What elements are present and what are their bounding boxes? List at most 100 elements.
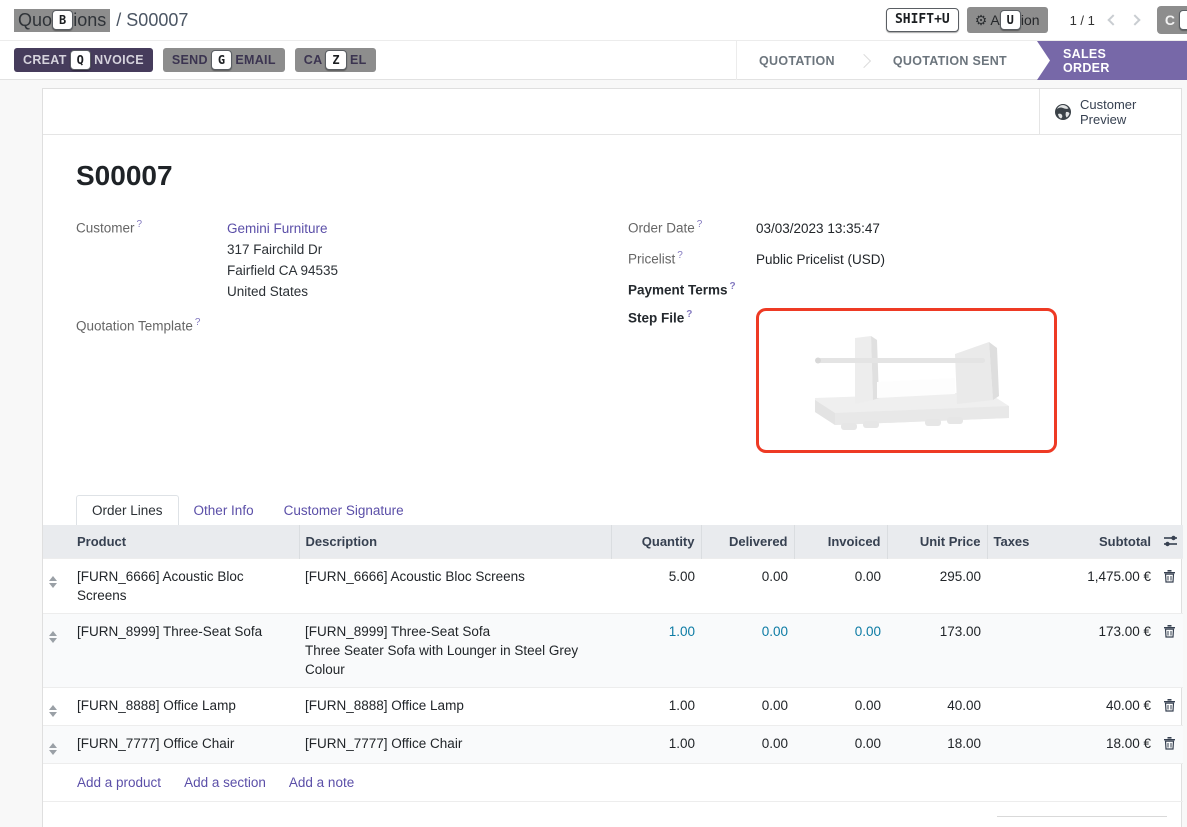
form-sheet: Customer Preview S00007 Customer? Gemini… [42,88,1183,827]
payment-terms-label-text: Payment Terms [628,282,728,298]
help-icon: ? [677,250,683,261]
table-header-row: Product Description Quantity Delivered I… [43,524,1183,558]
step-file-label-text: Step File [628,310,685,325]
shortcut-badge-corner [1179,10,1187,30]
header-handle [43,524,71,558]
customer-preview-button[interactable]: Customer Preview [1039,89,1181,135]
cell-unit-price[interactable]: 173.00 [887,612,987,687]
corner-button-label: C [1164,12,1175,28]
add-product-link[interactable]: Add a product [77,774,162,790]
cell-unit-price[interactable]: 40.00 [887,686,987,725]
cancel-button[interactable]: CA Z EL [294,48,376,72]
table-row[interactable]: [FURN_8999] Three-Seat Sofa [FURN_8999] … [43,612,1183,687]
create-invoice-button[interactable]: CREAT Q NVOICE [14,48,153,72]
cell-product[interactable]: [FURN_6666] Acoustic Bloc Screens [71,557,299,613]
description-line: Three Seater Sofa with Lounger in Steel … [305,642,579,658]
pricelist-label: Pricelist? [628,249,756,270]
pager-previous-icon[interactable] [1107,14,1119,26]
status-sales-order[interactable]: SALES ORDER [1037,41,1187,80]
cell-taxes[interactable] [987,686,1055,725]
description-line: [FURN_6666] Acoustic Bloc Screens [305,568,525,584]
cell-invoiced[interactable]: 0.00 [794,557,887,613]
cell-invoiced[interactable]: 0.00 [794,724,887,763]
customer-label: Customer? [76,218,227,302]
send-email-button[interactable]: SEND G EMAIL [162,48,285,72]
gear-icon: ⚙ [974,11,988,28]
field-order-date: Order Date? 03/03/2023 13:35:47 [628,218,1148,239]
delete-row-icon[interactable] [1163,567,1176,583]
cell-taxes[interactable] [987,557,1055,613]
cell-unit-price[interactable]: 295.00 [887,557,987,613]
control-panel: CREAT Q NVOICE SEND G EMAIL CA Z EL QUOT… [0,40,1187,80]
cell-subtotal: 18.00 € [1055,724,1157,763]
cell-delivered[interactable]: 0.00 [701,686,794,725]
table-row[interactable]: [FURN_6666] Acoustic Bloc Screens [FURN_… [43,557,1183,613]
add-section-link[interactable]: Add a section [184,774,266,790]
action-menu-button[interactable]: ⚙ A U ion [966,7,1048,33]
breadcrumb-quotations[interactable]: Quo B ions [14,8,111,32]
order-date-label-text: Order Date [628,220,695,236]
customer-value: Gemini Furniture 317 Fairchild Dr Fairfi… [227,218,338,302]
description-line: Colour [305,661,345,677]
field-pricelist: Pricelist? Public Pricelist (USD) [628,249,1148,270]
field-quotation-template: Quotation Template? [76,316,628,334]
cell-quantity[interactable]: 1.00 [611,724,701,763]
record-title: S00007 [76,160,173,191]
pager-next-icon[interactable] [1129,14,1141,26]
globe-icon [1055,104,1071,120]
table-row[interactable]: [FURN_8888] Office Lamp [FURN_8888] Offi… [43,686,1183,725]
delete-row-icon[interactable] [1163,696,1176,712]
pricelist-value[interactable]: Public Pricelist (USD) [756,252,886,267]
drag-handle-icon[interactable] [49,571,57,588]
cell-quantity[interactable]: 1.00 [611,612,701,687]
breadcrumb: Quo B ions / S00007 [14,8,189,32]
cell-description[interactable]: [FURN_8888] Office Lamp [299,686,611,725]
header-taxes: Taxes [986,524,1055,558]
cell-description[interactable]: [FURN_7777] Office Chair [299,724,611,763]
cell-description[interactable]: [FURN_8999] Three-Seat Sofa Three Seater… [299,612,611,687]
add-note-link[interactable]: Add a note [288,774,355,790]
order-date-value[interactable]: 03/03/2023 13:35:47 [756,221,880,236]
cell-taxes[interactable] [987,612,1055,687]
cell-unit-price[interactable]: 18.00 [887,724,987,763]
cell-delivered[interactable]: 0.00 [701,612,794,687]
cell-invoiced[interactable]: 0.00 [794,686,887,725]
drag-handle-icon[interactable] [49,626,57,643]
tab-order-lines[interactable]: Order Lines [76,494,179,525]
cell-taxes[interactable] [987,724,1055,763]
description-line: [FURN_7777] Office Chair [305,735,463,751]
delete-row-icon[interactable] [1163,622,1176,638]
cell-product[interactable]: [FURN_7777] Office Chair [71,724,299,763]
drag-handle-icon[interactable] [49,738,57,755]
field-column-left: Customer? Gemini Furniture 317 Fairchild… [76,218,628,463]
tab-customer-signature[interactable]: Customer Signature [283,502,404,518]
cell-delivered[interactable]: 0.00 [701,724,794,763]
delete-row-icon[interactable] [1163,734,1176,750]
tab-other-info[interactable]: Other Info [193,502,254,518]
sheet-top-strip: Customer Preview [43,89,1181,135]
order-date-label: Order Date? [628,218,756,239]
cell-description[interactable]: [FURN_6666] Acoustic Bloc Screens [299,557,611,613]
header-description: Description [298,524,611,558]
drag-handle-icon[interactable] [49,700,57,717]
status-quotation-sent[interactable]: QUOTATION SENT [892,53,1007,68]
shortcut-badge-b: B [52,10,74,30]
cell-quantity[interactable]: 1.00 [611,686,701,725]
breadcrumb-text-post: ions [73,9,107,30]
cell-delivered[interactable]: 0.00 [701,557,794,613]
breadcrumb-record: / S00007 [116,9,189,30]
corner-button[interactable]: C [1156,6,1187,34]
cell-product[interactable]: [FURN_8999] Three-Seat Sofa [71,612,299,687]
table-row[interactable]: [FURN_7777] Office Chair [FURN_7777] Off… [43,724,1183,763]
status-quotation[interactable]: QUOTATION [759,53,835,68]
cell-product[interactable]: [FURN_8888] Office Lamp [71,686,299,725]
action-label-pre: A [990,12,1000,28]
step-file-image[interactable] [756,307,1057,453]
cell-invoiced[interactable]: 0.00 [794,612,887,687]
shortcut-badge-q: Q [69,50,92,70]
customer-link[interactable]: Gemini Furniture [227,221,328,236]
shortcut-badge-shift-u: SHIFT+U [885,8,959,32]
cell-quantity[interactable]: 5.00 [611,557,701,613]
field-step-file: Step File? [628,307,1148,453]
optional-columns-icon[interactable] [1157,524,1183,558]
